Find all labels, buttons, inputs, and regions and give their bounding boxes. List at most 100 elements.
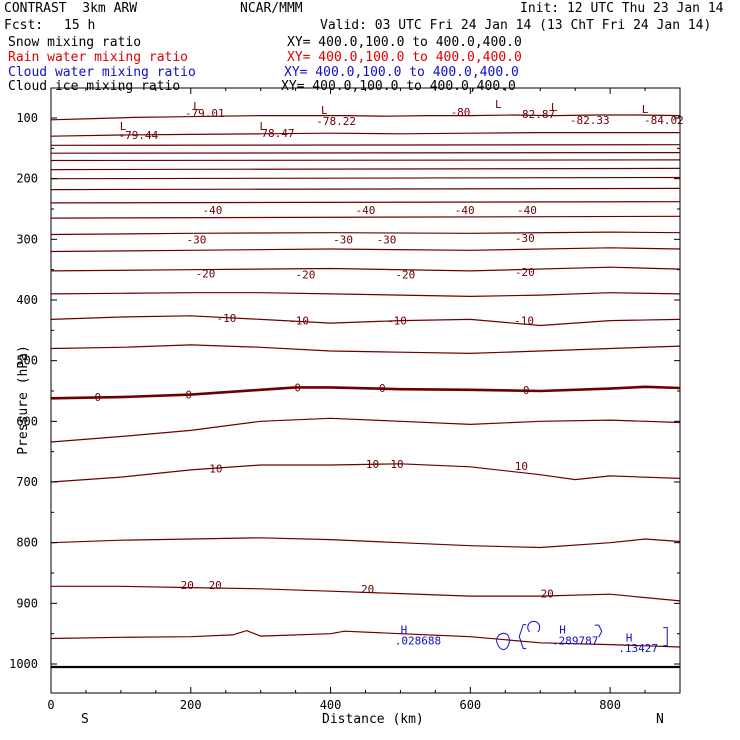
isotherm-contour-21 [50,629,681,648]
y-tick-label: 500 [16,354,38,368]
isotherm-contour-4 [50,159,681,162]
contour-label: -78.47 [255,127,295,140]
contour-layer [50,114,681,648]
cloud-water-label: H [626,631,633,644]
x-tick-label: 200 [180,698,202,712]
y-tick-label: 300 [16,232,38,246]
valid-time: Valid: 03 UTC Fri 24 Jan 14 (13 ChT Fri … [320,18,712,33]
contour-label: 0 [294,381,301,394]
cloud-water-contour [594,624,668,647]
low-marker: L [120,120,127,133]
contour-label: -82.33 [570,114,610,127]
cloud-water-label: .028688 [395,634,441,647]
isotherm-contour-11 [50,247,681,253]
isotherm-contour-6 [50,176,681,180]
low-marker: L [551,101,558,114]
isotherm-contour-18 [50,463,681,483]
legend-cloud-water-name: Cloud water mixing ratio [8,65,196,80]
south-end-label: S [81,712,89,727]
forecast-label: Fcst: [4,18,44,33]
contour-label: 10 [366,458,379,471]
cloud-water-label: .289787 [552,634,598,647]
contour-label: -40 [455,204,475,217]
isotherm-contour-12 [50,266,681,272]
contour-label: -78.22 [316,115,356,128]
low-marker: L [321,104,328,117]
center-label: NCAR/MMM [240,1,303,16]
contour-label: 0 [379,382,386,395]
contour-label: 20 [181,579,194,592]
contour-label: 0 [94,391,101,404]
isotherm-contour-17 [50,417,681,443]
model-title: CONTRAST 3km ARW [4,1,138,16]
isotherm-contour-14 [50,315,681,327]
contour-label: 0 [523,384,530,397]
contour-label: 20 [541,588,554,601]
y-tick-label: 900 [16,596,38,610]
north-end-label: N [656,712,664,727]
legend-rain-name: Rain water mixing ratio [8,50,189,65]
y-tick-label: 100 [16,111,38,125]
cloud-water-contour [496,632,510,651]
contour-label: -10 [289,315,309,328]
contour-label: -30 [333,233,353,246]
contour-label: -80 [451,106,471,119]
label-layer: -79.01 -79.44 -78.47 -78.22 -80 -82.87 -82.33 -… [94,98,683,655]
cloud-water-label: H [559,623,566,636]
contour-label: 10 [209,463,222,476]
init-time: Init: 12 UTC Thu 23 Jan 14 [520,1,724,16]
isotherm-contour-2 [50,144,681,146]
isotherm-contour-13 [50,292,681,298]
low-marker: L [259,120,266,133]
isotherm-contour-7 [50,187,681,191]
legend-cloud-water-xy: XY= 400.0,100.0 to 400.0,400.0 [284,65,519,80]
isotherm-contour-9 [50,215,681,219]
contour-label: 20 [361,583,374,596]
contour-label: -20 [196,267,216,280]
contour-label: 20 [209,579,222,592]
y-tick-label: 400 [16,293,38,307]
contour-label: -30 [186,233,206,246]
y-tick-label: 700 [16,475,38,489]
cloud-water-label: H [401,623,408,636]
isotherm-contour-20 [51,585,681,602]
legend-snow-xy: XY= 400.0,100.0 to 400.0,400.0 [287,35,522,50]
isotherm-contour-1 [50,132,680,137]
legend-snow-name: Snow mixing ratio [8,35,142,50]
cloud-water-label: .13427 [618,642,658,655]
isotherm-contour-8 [50,201,681,204]
contour-label: -79.44 [119,129,159,142]
contour-label: -40 [202,204,222,217]
contour-label: -30 [515,232,535,245]
x-tick-label: 800 [599,698,621,712]
isotherm-contour-19 [50,537,681,549]
legend-rain-xy: XY= 400.0,100.0 to 400.0,400.0 [287,50,522,65]
contour-label: 10 [515,460,528,473]
isotherm-contour-5 [50,167,681,171]
y-tick-label: 600 [16,414,38,428]
y-tick-label: 1000 [9,657,38,671]
contour-label: -82.87 [515,108,555,121]
contour-label: -40 [517,204,537,217]
contour-label: -20 [295,269,315,282]
contour-label: -10 [514,315,534,328]
x-tick-label: 600 [459,698,481,712]
isotherm-contour-10 [50,231,681,236]
x-tick-label: 400 [320,698,342,712]
contour-label: -30 [377,233,397,246]
contour-label: 10 [390,458,403,471]
contour-label: -84.02 [644,114,684,127]
isotherm-contour-16 [50,385,681,400]
contour-label: 0 [185,389,192,402]
forecast-hour: 15 h [64,18,96,33]
y-tick-label: 800 [16,536,38,550]
contour-label: -20 [515,266,535,279]
cloud-water-contour [518,620,541,650]
contour-label: -10 [216,312,236,325]
legend-cloud-ice-name: Cloud ice mixing ratio [8,79,181,94]
y-tick-label: 200 [16,172,38,186]
contour-label: -40 [356,204,376,217]
contour-label: -20 [395,269,415,282]
